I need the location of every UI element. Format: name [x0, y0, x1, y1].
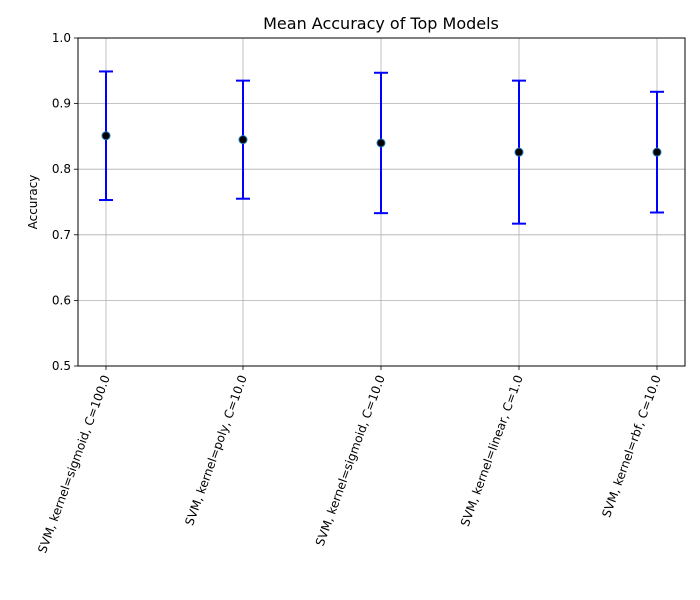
- x-tick-label: SVM, kernel=sigmoid, C=10.0: [313, 373, 388, 548]
- data-layer: [99, 70, 664, 225]
- y-tick-label: 0.5: [52, 359, 71, 373]
- y-tick-label: 0.6: [52, 293, 71, 307]
- data-point: [101, 131, 111, 141]
- data-point: [514, 147, 524, 157]
- axes: 0.5 0.6 0.7 0.8 0.9 1.0 SVM, kernel=sigmoid, C…: [35, 31, 664, 555]
- y-tick-label: 1.0: [52, 31, 71, 45]
- data-point: [376, 138, 386, 148]
- data-point: [652, 147, 662, 157]
- data-point: [238, 135, 248, 145]
- x-tick-label: SVM, kernel=rbf, C=10.0: [599, 373, 664, 519]
- y-axis-label: Accuracy: [26, 175, 40, 230]
- y-tick-label: 0.9: [52, 97, 71, 111]
- y-tick-label: 0.7: [52, 228, 71, 242]
- x-tick-label: SVM, kernel=poly, C=10.0: [182, 373, 250, 527]
- x-tick-label: SVM, kernel=sigmoid, C=100.0: [35, 373, 113, 555]
- x-tick-label: SVM, kernel=linear, C=1.0: [458, 373, 526, 528]
- y-tick-label: 0.8: [52, 162, 71, 176]
- chart-title: Mean Accuracy of Top Models: [263, 14, 499, 33]
- plot-frame: [77, 37, 686, 367]
